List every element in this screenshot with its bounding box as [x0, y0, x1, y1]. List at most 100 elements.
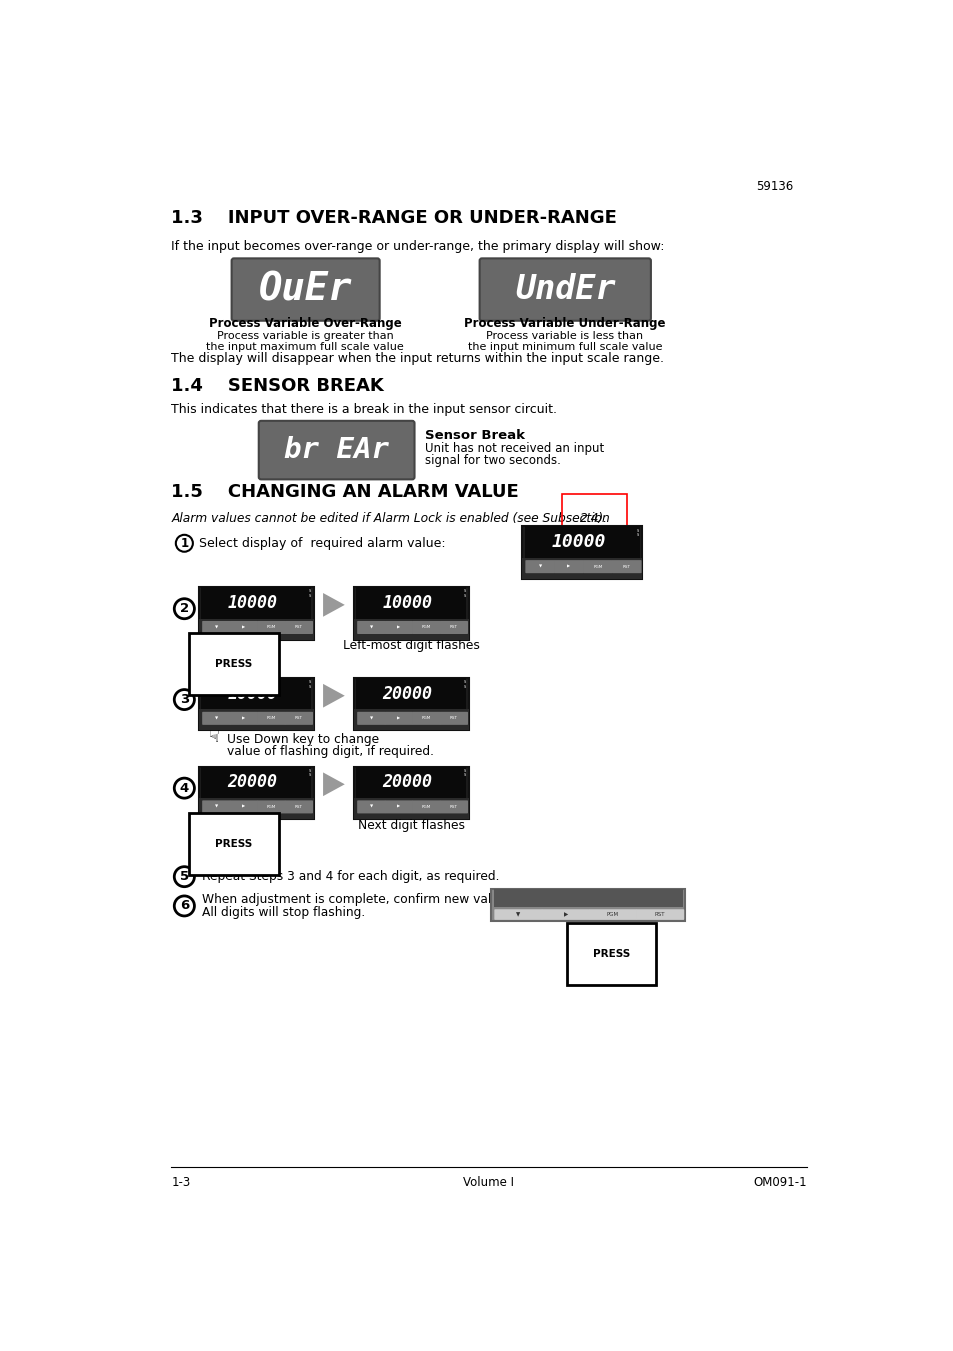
Text: ☟: ☟ — [605, 928, 617, 946]
Text: Unit has not received an input: Unit has not received an input — [425, 442, 604, 455]
Text: 1: 1 — [180, 536, 188, 550]
Text: PGM: PGM — [421, 626, 431, 630]
Text: 10000: 10000 — [551, 534, 605, 551]
FancyBboxPatch shape — [230, 800, 257, 813]
FancyBboxPatch shape — [384, 800, 413, 813]
Text: ▶: ▶ — [396, 626, 400, 630]
Text: 2: 2 — [179, 603, 189, 615]
Text: RST: RST — [450, 626, 457, 630]
Text: signal for two seconds.: signal for two seconds. — [425, 454, 560, 466]
Text: OM091-1: OM091-1 — [752, 1175, 806, 1189]
Text: RST: RST — [294, 716, 302, 720]
FancyBboxPatch shape — [554, 561, 583, 573]
FancyBboxPatch shape — [201, 678, 311, 709]
Text: 6: 6 — [179, 900, 189, 912]
Text: br EAr: br EAr — [284, 436, 389, 465]
Text: S
S: S S — [463, 769, 465, 777]
FancyBboxPatch shape — [284, 621, 313, 634]
Text: 20000: 20000 — [382, 773, 432, 792]
FancyBboxPatch shape — [199, 619, 314, 639]
FancyBboxPatch shape — [384, 621, 413, 634]
Text: ▶: ▶ — [242, 805, 245, 809]
Text: ▼: ▼ — [214, 626, 217, 630]
FancyBboxPatch shape — [199, 588, 314, 639]
Text: S
S: S S — [463, 681, 465, 689]
Text: PGM: PGM — [606, 912, 618, 917]
Text: 10000: 10000 — [228, 594, 277, 612]
Text: S
S: S S — [463, 589, 465, 598]
FancyBboxPatch shape — [525, 561, 555, 573]
Text: ☟: ☟ — [228, 638, 239, 655]
FancyBboxPatch shape — [354, 588, 468, 639]
Text: the input minimum full scale value: the input minimum full scale value — [467, 342, 661, 351]
FancyBboxPatch shape — [611, 561, 641, 573]
Text: 3: 3 — [179, 693, 189, 707]
FancyBboxPatch shape — [356, 766, 466, 798]
Text: PGM: PGM — [421, 716, 431, 720]
FancyBboxPatch shape — [258, 422, 415, 480]
FancyBboxPatch shape — [439, 712, 468, 725]
FancyBboxPatch shape — [257, 712, 285, 725]
Text: PRESS: PRESS — [215, 659, 253, 669]
Text: ▼: ▼ — [214, 716, 217, 720]
FancyBboxPatch shape — [230, 712, 257, 725]
Text: RST: RST — [294, 805, 302, 809]
FancyBboxPatch shape — [284, 712, 313, 725]
Text: When adjustment is complete, confirm new value:: When adjustment is complete, confirm new… — [202, 893, 510, 907]
FancyBboxPatch shape — [636, 909, 683, 920]
Text: RST: RST — [655, 912, 665, 917]
Text: Alarm values cannot be edited if Alarm Lock is enabled (see Subsection: Alarm values cannot be edited if Alarm L… — [171, 512, 613, 526]
FancyBboxPatch shape — [199, 798, 314, 819]
Text: PRESS: PRESS — [215, 839, 253, 848]
Text: OuEr: OuEr — [258, 270, 352, 308]
Text: 1.3    INPUT OVER-RANGE OR UNDER-RANGE: 1.3 INPUT OVER-RANGE OR UNDER-RANGE — [171, 209, 617, 227]
FancyBboxPatch shape — [257, 621, 285, 634]
Text: ▼: ▼ — [538, 565, 541, 569]
Polygon shape — [323, 684, 344, 708]
Text: ▶: ▶ — [396, 716, 400, 720]
Text: 4: 4 — [179, 782, 189, 794]
Text: RST: RST — [622, 565, 630, 569]
FancyBboxPatch shape — [356, 621, 385, 634]
FancyBboxPatch shape — [412, 712, 440, 725]
Text: 20000: 20000 — [382, 685, 432, 703]
Text: ▶: ▶ — [396, 805, 400, 809]
Text: 2.4).: 2.4). — [579, 512, 608, 526]
FancyBboxPatch shape — [202, 800, 231, 813]
Text: value of flashing digit, if required.: value of flashing digit, if required. — [227, 746, 434, 758]
Text: ▼: ▼ — [370, 805, 373, 809]
FancyBboxPatch shape — [491, 889, 684, 921]
FancyBboxPatch shape — [201, 766, 311, 798]
Text: PGM: PGM — [421, 805, 431, 809]
Text: the input maximum full scale value: the input maximum full scale value — [206, 342, 404, 351]
Text: S
S: S S — [308, 681, 311, 689]
Text: 1-3: 1-3 — [171, 1175, 191, 1189]
Text: S
S: S S — [308, 769, 311, 777]
Text: ▶: ▶ — [242, 626, 245, 630]
Text: Use Down key to change: Use Down key to change — [227, 734, 378, 746]
Text: ▼: ▼ — [516, 912, 520, 917]
FancyBboxPatch shape — [284, 800, 313, 813]
FancyBboxPatch shape — [521, 558, 641, 578]
Text: UndEr: UndEr — [515, 273, 615, 307]
FancyBboxPatch shape — [524, 527, 639, 558]
Text: S
S: S S — [308, 589, 311, 598]
FancyBboxPatch shape — [199, 678, 314, 731]
Text: RST: RST — [450, 805, 457, 809]
FancyBboxPatch shape — [201, 588, 311, 619]
Text: ☟: ☟ — [209, 728, 220, 746]
Text: This indicates that there is a break in the input sensor circuit.: This indicates that there is a break in … — [171, 403, 557, 416]
Text: Process Variable Under-Range: Process Variable Under-Range — [464, 317, 665, 331]
FancyBboxPatch shape — [202, 712, 231, 725]
Text: ▶: ▶ — [567, 565, 570, 569]
FancyBboxPatch shape — [356, 678, 466, 709]
Text: Sensor Break: Sensor Break — [425, 430, 525, 442]
Text: ▼: ▼ — [370, 626, 373, 630]
Text: Select display of  required alarm value:: Select display of required alarm value: — [199, 536, 445, 550]
FancyBboxPatch shape — [199, 709, 314, 731]
FancyBboxPatch shape — [384, 712, 413, 725]
Text: RST: RST — [294, 626, 302, 630]
FancyBboxPatch shape — [588, 909, 637, 920]
Text: 1.5    CHANGING AN ALARM VALUE: 1.5 CHANGING AN ALARM VALUE — [171, 484, 518, 501]
FancyBboxPatch shape — [354, 678, 468, 731]
